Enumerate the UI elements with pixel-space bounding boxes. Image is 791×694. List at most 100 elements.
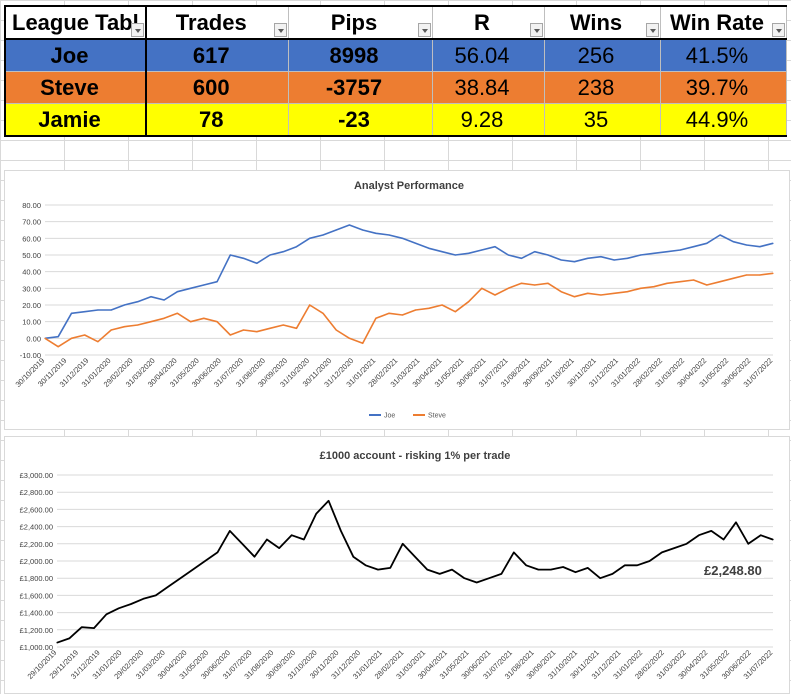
series-line-steve xyxy=(44,272,774,348)
cell-pips[interactable]: -23 xyxy=(287,103,433,137)
analyst-performance-chart[interactable]: Analyst Performance -10.00 0.00 10.00 20.00 3… xyxy=(4,170,790,430)
data-point xyxy=(335,329,337,331)
data-point xyxy=(494,294,496,296)
data-point xyxy=(176,312,178,314)
cell-trades[interactable]: 617 xyxy=(145,38,289,72)
cell-name[interactable]: Joe xyxy=(4,38,147,72)
data-point xyxy=(507,254,509,256)
sort-filter-icon[interactable] xyxy=(529,23,543,37)
table-row: Jamie 78 -23 9.28 35 44.9% xyxy=(4,103,787,137)
data-point xyxy=(550,569,552,571)
data-point xyxy=(745,274,748,276)
y-tick-label: -10.00 xyxy=(20,351,41,360)
data-point xyxy=(525,564,527,566)
data-point xyxy=(167,586,169,588)
data-point xyxy=(309,237,311,239)
y-tick-label: £2,000.00 xyxy=(20,557,53,566)
cell-wins[interactable]: 35 xyxy=(543,103,661,137)
data-point xyxy=(229,334,231,336)
cell-win-rate[interactable]: 39.7% xyxy=(659,71,787,104)
cell-wins[interactable]: 256 xyxy=(543,38,661,72)
data-point xyxy=(266,538,268,541)
cell-wins[interactable]: 238 xyxy=(543,71,661,104)
data-point xyxy=(241,543,243,545)
data-point xyxy=(70,337,73,339)
data-point xyxy=(679,281,681,283)
data-point xyxy=(401,237,403,239)
data-point xyxy=(692,279,695,281)
data-point xyxy=(636,564,638,566)
legend-label: Steve xyxy=(428,413,446,420)
data-point xyxy=(611,573,614,575)
cell-r[interactable]: 56.04 xyxy=(431,38,545,72)
data-point xyxy=(494,246,496,248)
data-point xyxy=(747,543,749,545)
data-point xyxy=(123,326,126,328)
data-point xyxy=(68,637,70,639)
data-point xyxy=(179,577,182,579)
data-point xyxy=(534,284,536,286)
header-pips: Pips xyxy=(287,5,433,40)
data-point xyxy=(118,607,120,609)
data-point xyxy=(451,569,453,571)
y-tick-label: 30.00 xyxy=(22,284,41,293)
data-point xyxy=(613,259,615,261)
cell-trades[interactable]: 78 xyxy=(145,103,289,137)
data-point xyxy=(463,577,465,579)
cell-win-rate[interactable]: 44.9% xyxy=(659,103,787,137)
cell-r[interactable]: 38.84 xyxy=(431,71,545,104)
data-point xyxy=(242,257,245,259)
data-point xyxy=(282,251,284,253)
data-point xyxy=(401,314,403,316)
data-point xyxy=(414,556,416,558)
data-point xyxy=(203,284,205,286)
cell-pips[interactable]: 8998 xyxy=(287,38,433,72)
filter-dropdown-icon[interactable] xyxy=(131,23,144,37)
filter-dropdown-icon[interactable] xyxy=(273,23,287,37)
data-point xyxy=(507,287,509,289)
data-point xyxy=(666,251,668,253)
data-point xyxy=(340,530,342,532)
data-point xyxy=(441,251,443,253)
data-point xyxy=(375,317,377,319)
data-point xyxy=(587,567,589,569)
data-point xyxy=(560,259,562,261)
data-point xyxy=(706,242,708,244)
account-balance-chart[interactable]: £1000 account - risking 1% per trade £1,0… xyxy=(4,436,790,694)
cell-name[interactable]: Steve xyxy=(4,71,147,104)
data-point xyxy=(192,569,194,571)
account-balance-svg: £1000 account - risking 1% per trade £1,0… xyxy=(20,450,775,681)
data-point xyxy=(574,571,577,573)
data-point xyxy=(190,287,192,289)
legend-label: Joe xyxy=(384,413,395,420)
cell-name[interactable]: Jamie xyxy=(4,103,147,137)
cell-win-rate[interactable]: 41.5% xyxy=(659,38,787,72)
cell-trades[interactable]: 600 xyxy=(145,71,289,104)
filter-dropdown-icon[interactable] xyxy=(645,23,659,37)
data-point xyxy=(732,277,734,279)
data-point xyxy=(142,598,145,600)
data-point xyxy=(377,569,379,571)
data-point xyxy=(155,594,157,596)
cell-r[interactable]: 9.28 xyxy=(431,103,545,137)
data-point xyxy=(137,301,139,303)
data-point xyxy=(415,242,417,244)
data-point xyxy=(365,564,367,566)
data-point xyxy=(176,291,178,293)
data-point xyxy=(44,337,46,339)
data-point xyxy=(130,603,132,605)
filter-dropdown-icon[interactable] xyxy=(771,23,785,37)
data-point xyxy=(562,566,564,568)
data-point xyxy=(269,254,271,256)
chart-title: £1000 account - risking 1% per trade xyxy=(320,450,511,462)
y-tick-label: £2,400.00 xyxy=(20,523,53,532)
data-point xyxy=(256,331,258,333)
data-point xyxy=(666,282,668,284)
data-point xyxy=(441,304,443,306)
y-tick-label: £1,000.00 xyxy=(20,643,53,652)
data-point xyxy=(706,284,708,286)
cell-pips[interactable]: -3757 xyxy=(287,71,433,104)
filter-dropdown-icon[interactable] xyxy=(417,23,431,37)
y-tick-label: £1,200.00 xyxy=(20,626,53,635)
data-point xyxy=(229,254,231,256)
